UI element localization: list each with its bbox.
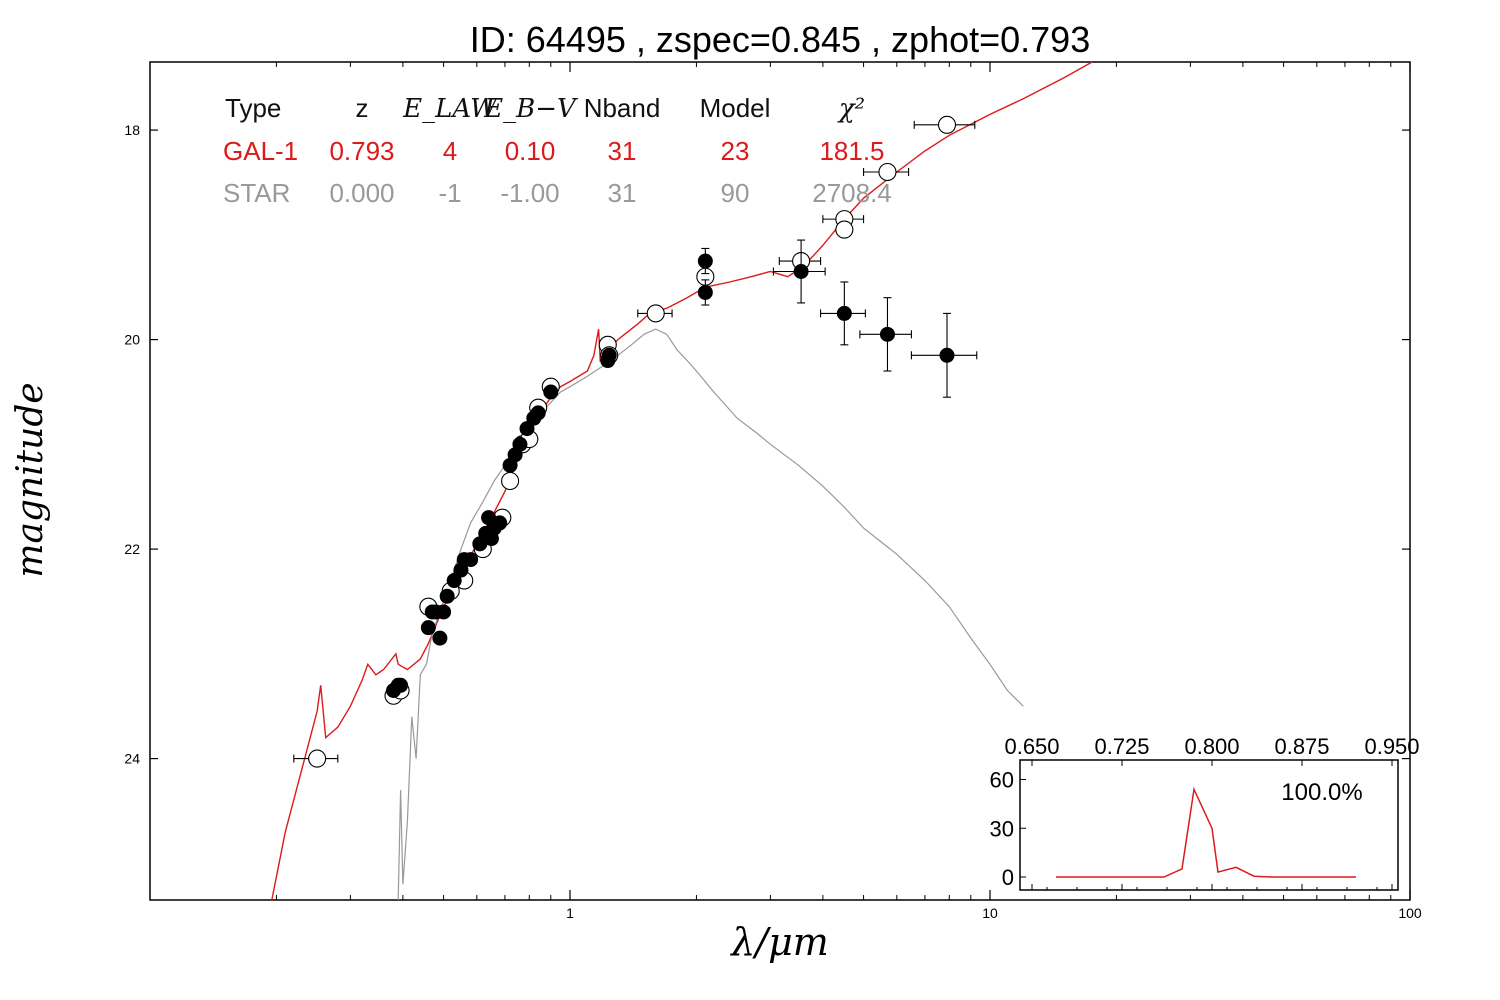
inset-x-tick-label: 0.800 (1184, 734, 1239, 759)
y-tick-label: 18 (124, 122, 140, 138)
y-tick-label: 22 (124, 541, 140, 557)
observed-magnitude-point (436, 604, 452, 620)
x-tick-label: 100 (1398, 905, 1422, 921)
table-cell: 181.5 (819, 136, 884, 166)
table-cell: STAR (223, 178, 290, 208)
observed-magnitude-point (432, 630, 448, 646)
inset-x-tick-label: 0.875 (1274, 734, 1329, 759)
x-tick-label: 1 (566, 905, 574, 921)
y-tick-label: 20 (124, 332, 140, 348)
table-cell: -1 (438, 178, 461, 208)
table-header-nband: Nband (584, 93, 661, 123)
inset-y-tick-label: 30 (990, 816, 1014, 841)
observed-magnitude-point (879, 326, 895, 342)
table-cell: 0.000 (329, 178, 394, 208)
inset-x-tick-label: 0.725 (1094, 734, 1149, 759)
observed-magnitude-point (439, 588, 455, 604)
observed-magnitude-point (697, 284, 713, 300)
x-tick-label: 10 (982, 905, 998, 921)
observed-magnitude-point (463, 552, 479, 568)
table-header-ebv: E_B−V (483, 94, 578, 124)
model-magnitude-point (501, 471, 520, 491)
model-magnitude-point (878, 162, 897, 182)
y-axis-label: magnitude (10, 382, 51, 577)
table-cell: 90 (721, 178, 750, 208)
plot-frame (149, 61, 1411, 901)
model-magnitude-point (835, 220, 854, 239)
observed-magnitude-point (519, 421, 535, 437)
redshift-pdf-inset: 0.650 0.725 0.800 0.875 0.950 0 30 60 100.0% (990, 734, 1420, 891)
table-cell: 0.10 (505, 136, 556, 166)
galaxy-template-curve (271, 61, 1093, 901)
inset-y-tick-label: 60 (990, 768, 1014, 793)
observed-magnitude-point (543, 384, 559, 400)
observed-magnitude-point (420, 620, 436, 636)
observed-magnitude-point (393, 677, 409, 693)
observed-magnitude-point (939, 347, 955, 363)
observed-magnitude-point (512, 436, 528, 452)
table-header-type: Type (225, 93, 281, 123)
observed-magnitude-point (530, 405, 546, 421)
x-axis-label: λ/μm (729, 920, 829, 964)
inset-y-tick-label: 0 (1002, 865, 1014, 890)
table-cell: 31 (608, 178, 637, 208)
table-cell: 4 (443, 136, 457, 166)
table-header-elaw: E_LAW (402, 94, 499, 124)
table-cell: GAL-1 (223, 136, 298, 166)
inset-x-tick-label: 0.950 (1364, 734, 1419, 759)
model-magnitude-point (646, 304, 665, 323)
table-header-z: z (356, 93, 369, 123)
table-cell: 31 (608, 136, 637, 166)
observed-magnitude-point (446, 573, 462, 589)
table-header-model: Model (700, 93, 771, 123)
chart-title: ID: 64495 , zspec=0.845 , zphot=0.793 (470, 19, 1090, 60)
inset-x-tick-label: 0.650 (1004, 734, 1059, 759)
main-plot-layer: 18 20 22 24 1 10 100 (124, 61, 1422, 921)
table-cell: -1.00 (500, 178, 559, 208)
inset-frame (1019, 759, 1399, 891)
inset-probability-label: 100.0% (1281, 779, 1362, 806)
table-cell: 0.793 (329, 136, 394, 166)
model-magnitude-point (937, 115, 957, 134)
redshift-pdf-curve (1056, 786, 1356, 878)
y-tick-label: 24 (124, 751, 140, 767)
observed-magnitude-point (836, 305, 852, 321)
table-cell: 2708.4 (812, 178, 892, 208)
observed-magnitude-point (601, 347, 617, 363)
model-magnitude-point (308, 749, 327, 768)
observed-magnitude-point (492, 515, 508, 531)
table-header-chi2: χ² (837, 94, 865, 124)
observed-magnitude-point (793, 264, 809, 279)
observed-magnitude-point (697, 253, 713, 269)
star-template-curve (397, 328, 1024, 901)
table-cell: 23 (721, 136, 750, 166)
